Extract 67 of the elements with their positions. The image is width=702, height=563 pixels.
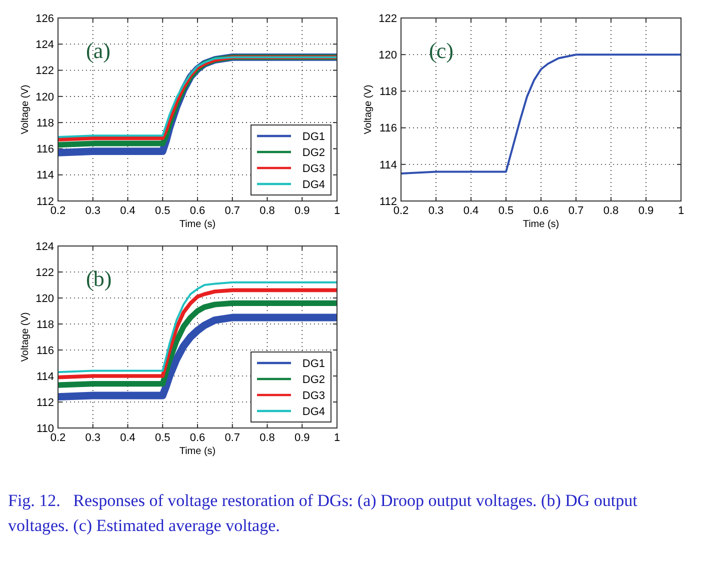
- y-tick-label: 112: [36, 196, 54, 208]
- x-tick-label: 0.2: [50, 432, 66, 444]
- legend-label: DG3: [302, 390, 325, 402]
- y-tick-label: 116: [379, 122, 397, 135]
- y-tick-label: 126: [36, 12, 54, 25]
- y-tick-label: 116: [36, 144, 54, 156]
- y-tick-label: 118: [36, 117, 54, 130]
- x-tick-label: 0.4: [120, 432, 136, 444]
- x-tick-label: 0.7: [224, 432, 240, 444]
- legend-label: DG2: [302, 146, 325, 159]
- y-axis-title: Voltage (V): [20, 84, 31, 134]
- y-tick-label: 124: [36, 38, 54, 51]
- y-tick-label: 122: [378, 12, 397, 25]
- annotation: (b): [86, 266, 112, 291]
- x-tick-label: 0.4: [120, 205, 136, 217]
- x-tick-label: 0.3: [85, 205, 101, 217]
- x-tick-label: 0.3: [428, 205, 444, 217]
- x-tick-label: 0.6: [190, 432, 206, 444]
- y-tick-label: 120: [36, 292, 54, 305]
- annotation: (a): [86, 38, 110, 63]
- y-tick-label: 114: [36, 170, 54, 182]
- y-tick-label: 112: [379, 196, 397, 208]
- x-axis-title: Time (s): [522, 219, 560, 230]
- x-tick-label: 0.9: [638, 205, 654, 217]
- y-tick-label: 118: [36, 318, 54, 331]
- x-tick-label: 0.4: [463, 205, 479, 217]
- y-tick-label: 124: [36, 240, 54, 253]
- y-tick-label: 122: [36, 266, 54, 279]
- x-tick-label: 1: [334, 205, 340, 217]
- x-axis-title: Time (s): [179, 219, 216, 230]
- y-tick-label: 116: [36, 344, 54, 357]
- legend-label: DG3: [302, 162, 325, 175]
- annotation: (c): [429, 38, 454, 63]
- y-tick-label: 120: [36, 91, 54, 104]
- y-tick-label: 114: [36, 370, 54, 383]
- x-tick-label: 0.5: [154, 205, 170, 217]
- y-tick-label: 110: [36, 422, 54, 435]
- x-tick-label: 0.3: [85, 432, 101, 444]
- y-tick-label: 120: [378, 49, 397, 62]
- y-axis-title: Voltage (V): [363, 84, 374, 134]
- legend-label: DG4: [302, 178, 325, 191]
- x-tick-label: 0.6: [190, 205, 206, 217]
- x-tick-label: 0.5: [154, 432, 170, 444]
- x-tick-label: 1: [678, 205, 684, 217]
- y-tick-label: 118: [379, 86, 397, 98]
- y-tick-label: 122: [36, 65, 54, 78]
- x-tick-label: 1: [334, 432, 340, 444]
- x-tick-label: 0.8: [260, 432, 275, 444]
- caption: Fig. 12. Responses of voltage restoration of DGs: (a) Droop output voltages. (b) DG output voltages. (c) Estimated average voltage.: [8, 490, 638, 537]
- y-axis-title: Voltage (V): [20, 312, 31, 362]
- x-tick-label: 0.6: [533, 205, 549, 217]
- y-tick-label: 112: [36, 396, 54, 409]
- x-tick-label: 0.5: [498, 205, 514, 217]
- x-tick-label: 0.9: [294, 432, 310, 444]
- x-tick-label: 0.2: [393, 205, 409, 217]
- legend-label: DG1: [302, 130, 325, 143]
- x-tick-label: 0.7: [224, 205, 240, 217]
- x-tick-label: 0.9: [294, 205, 310, 217]
- x-tick-label: 0.8: [260, 205, 275, 217]
- legend-label: DG1: [302, 358, 325, 370]
- legend-label: DG4: [302, 406, 325, 418]
- legend-label: DG2: [302, 374, 325, 386]
- x-axis-title: Time (s): [179, 446, 216, 457]
- y-tick-label: 114: [379, 159, 397, 172]
- x-tick-label: 0.7: [568, 205, 584, 217]
- x-tick-label: 0.2: [50, 205, 66, 217]
- x-tick-label: 0.8: [603, 205, 619, 217]
